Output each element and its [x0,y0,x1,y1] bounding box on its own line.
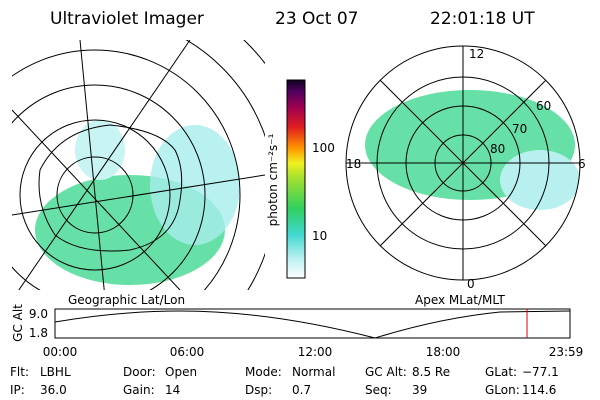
footer-key: GLon: [485,383,520,397]
footer-value: 0.7 [292,383,311,397]
alt-xtick: 18:00 [426,345,461,359]
colorbar [286,79,306,279]
footer-value: 36.0 [40,383,67,397]
alt-plot-frame [54,308,571,339]
polar-label: Apex MLat/MLT [415,293,505,307]
footer-key: GC Alt: [365,365,407,379]
alt-xtick: 06:00 [170,345,205,359]
geo-map [12,40,265,290]
footer-value: 39 [412,383,427,397]
geo-label: Geographic Lat/Lon [68,293,185,307]
alt-xtick: 00:00 [43,345,78,359]
footer-key: Flt: [10,365,29,379]
footer-key: GLat: [485,365,517,379]
footer-key: Seq: [365,383,392,397]
footer-value: 8.5 Re [412,365,450,379]
footer-value: −77.1 [522,365,559,379]
lat-label: 70 [512,122,527,136]
footer-key: Door: [123,365,156,379]
footer-key: IP: [10,383,25,397]
colorbar-label: photon cm⁻²s⁻¹ [266,133,280,226]
footer-value: Open [165,365,197,379]
footer-key: Dsp: [245,383,272,397]
time: 22:01:18 UT [430,9,535,29]
mlt-label: 18 [346,157,361,171]
mlt-label: 6 [578,157,586,171]
footer-key: Mode: [245,365,282,379]
alt-ytick: 9.0 [29,307,48,321]
footer-value: Normal [292,365,335,379]
date: 23 Oct 07 [275,9,358,29]
lat-label: 60 [536,99,551,113]
lat-label: 80 [490,142,505,156]
alt-curve [54,310,571,339]
mlt-label: 12 [469,47,484,61]
footer-value: LBHL [40,365,71,379]
instrument: Ultraviolet Imager [50,9,204,29]
colorbar-tick: 10 [312,229,327,243]
footer: Flt: LBHL Door: Open Mode: Normal GC Alt: 8.5 R… [10,365,559,397]
polar-map [345,45,581,281]
alt-ylabel: GC Alt [11,304,25,342]
footer-value: 114.6 [522,383,556,397]
footer-value: 14 [165,383,180,397]
alt-xtick: 12:00 [298,345,333,359]
alt-ytick: 1.8 [29,326,48,340]
colorbar-tick: 100 [312,141,335,155]
alt-xtick: 23:59 [549,345,584,359]
mlt-label: 0 [467,277,475,291]
footer-key: Gain: [123,383,155,397]
